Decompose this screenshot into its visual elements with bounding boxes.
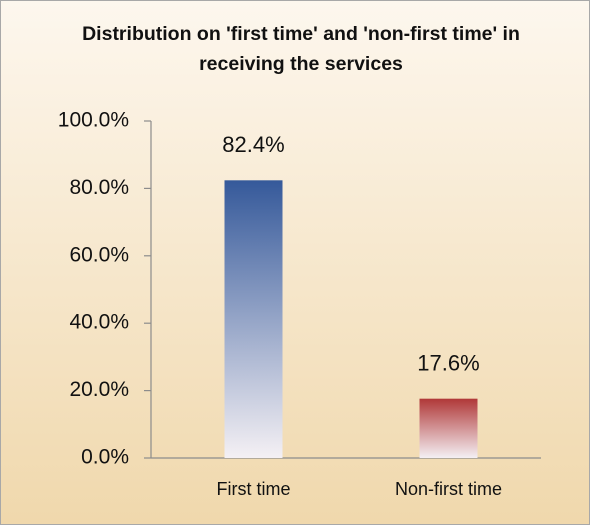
value-label: 17.6% — [417, 351, 479, 376]
y-tick-label: 80.0% — [69, 176, 129, 199]
y-tick-label: 40.0% — [69, 311, 129, 334]
bar — [224, 180, 283, 458]
bar — [419, 398, 478, 458]
chart-title: Distribution on 'first time' and 'non-fi… — [82, 23, 520, 75]
x-tick-label: First time — [217, 479, 291, 499]
y-tick-label: 0.0% — [81, 446, 129, 469]
y-tick-label: 20.0% — [69, 378, 129, 401]
value-label: 82.4% — [222, 132, 284, 157]
y-tick-label: 100.0% — [58, 109, 129, 132]
y-tick-label: 60.0% — [69, 243, 129, 266]
x-tick-label: Non-first time — [395, 479, 502, 499]
